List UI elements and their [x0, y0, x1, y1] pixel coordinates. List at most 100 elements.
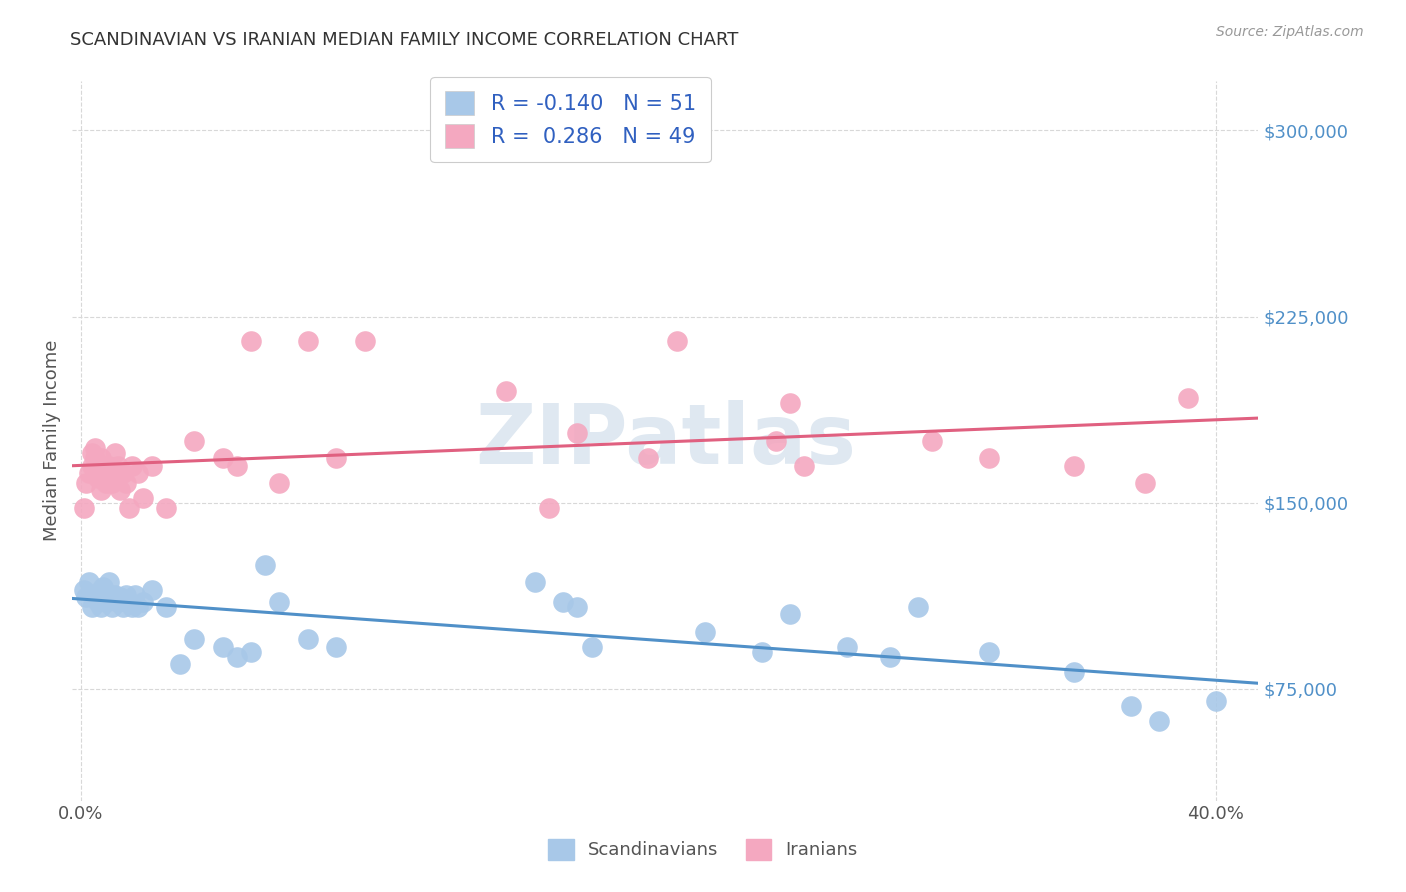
Point [1119, 699, 1142, 714]
Point [1063, 665, 1085, 679]
Point [90, 599, 112, 614]
Point [98, 458, 121, 473]
Point [637, 451, 659, 466]
Point [82, 446, 104, 460]
Point [72, 500, 94, 515]
Point [1063, 458, 1085, 473]
Point [121, 458, 143, 473]
Point [132, 595, 155, 609]
Point [124, 588, 146, 602]
Point [75, 475, 97, 490]
Point [87, 458, 110, 473]
Point [90, 451, 112, 466]
Point [93, 466, 115, 480]
Text: SCANDINAVIAN VS IRANIAN MEDIAN FAMILY INCOME CORRELATION CHART: SCANDINAVIAN VS IRANIAN MEDIAN FAMILY IN… [70, 31, 738, 49]
Point [240, 645, 263, 659]
Point [107, 458, 129, 473]
Point [240, 334, 263, 349]
Point [693, 624, 716, 639]
Point [325, 640, 347, 654]
Text: ZIPatlas: ZIPatlas [475, 401, 856, 481]
Point [141, 458, 163, 473]
Point [96, 466, 118, 480]
Point [665, 334, 688, 349]
Point [112, 466, 135, 480]
Point [141, 582, 163, 597]
Point [211, 640, 233, 654]
Text: Source: ZipAtlas.com: Source: ZipAtlas.com [1216, 25, 1364, 39]
Point [84, 451, 107, 466]
Point [110, 483, 132, 498]
Point [110, 590, 132, 604]
Point [101, 475, 124, 490]
Point [77, 575, 100, 590]
Legend: R = -0.140   N = 51, R =  0.286   N = 49: R = -0.140 N = 51, R = 0.286 N = 49 [430, 77, 710, 162]
Point [93, 588, 115, 602]
Point [104, 588, 127, 602]
Point [225, 649, 247, 664]
Point [169, 657, 191, 671]
Point [101, 599, 124, 614]
Point [977, 451, 1000, 466]
Point [553, 595, 575, 609]
Point [835, 640, 858, 654]
Point [82, 599, 104, 614]
Point [77, 466, 100, 480]
Point [537, 500, 560, 515]
Legend: Scandinavians, Iranians: Scandinavians, Iranians [541, 831, 865, 867]
Point [779, 607, 801, 622]
Point [907, 599, 929, 614]
Point [84, 441, 107, 455]
Point [254, 558, 277, 572]
Point [297, 334, 319, 349]
Point [325, 451, 347, 466]
Point [921, 434, 943, 448]
Point [1147, 714, 1170, 729]
Point [115, 475, 138, 490]
Point [155, 599, 177, 614]
Point [121, 599, 143, 614]
Y-axis label: Median Family Income: Median Family Income [44, 340, 60, 541]
Point [977, 645, 1000, 659]
Point [118, 595, 141, 609]
Point [211, 451, 233, 466]
Point [132, 491, 155, 505]
Point [72, 582, 94, 597]
Point [84, 590, 107, 604]
Point [96, 595, 118, 609]
Point [765, 434, 787, 448]
Point [495, 384, 517, 398]
Point [127, 599, 149, 614]
Point [107, 595, 129, 609]
Point [75, 590, 97, 604]
Point [879, 649, 901, 664]
Point [183, 434, 205, 448]
Point [567, 599, 589, 614]
Point [581, 640, 603, 654]
Point [353, 334, 375, 349]
Point [98, 590, 121, 604]
Point [87, 471, 110, 485]
Point [96, 475, 118, 490]
Point [1177, 392, 1199, 406]
Point [118, 500, 141, 515]
Point [297, 632, 319, 647]
Point [127, 466, 149, 480]
Point [567, 426, 589, 441]
Point [115, 588, 138, 602]
Point [155, 500, 177, 515]
Point [96, 590, 118, 604]
Point [93, 580, 115, 594]
Point [112, 599, 135, 614]
Point [269, 475, 291, 490]
Point [98, 575, 121, 590]
Point [779, 396, 801, 410]
Point [225, 458, 247, 473]
Point [90, 582, 112, 597]
Point [1205, 694, 1227, 708]
Point [82, 458, 104, 473]
Point [751, 645, 773, 659]
Point [523, 575, 546, 590]
Point [183, 632, 205, 647]
Point [104, 446, 127, 460]
